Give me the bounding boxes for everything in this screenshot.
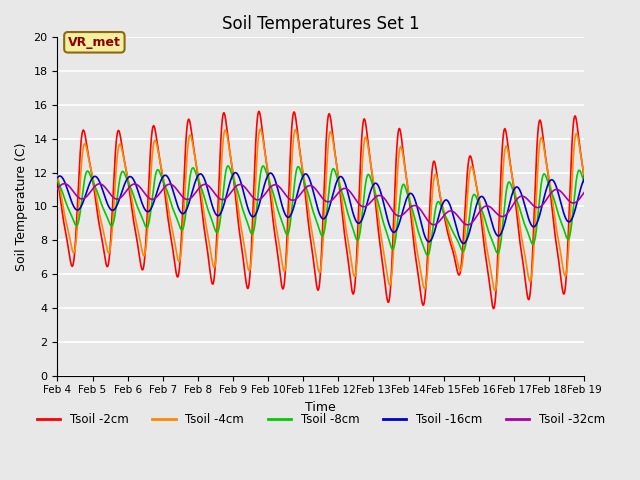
- Tsoil -4cm: [114, 152, 122, 157]
- Tsoil -32cm: [570, 200, 578, 206]
- Tsoil -2cm: [570, 115, 578, 121]
- Tsoil -2cm: [114, 130, 122, 135]
- Tsoil -2cm: [490, 306, 497, 312]
- Tsoil -16cm: [580, 176, 588, 182]
- Tsoil -8cm: [278, 220, 286, 226]
- Line: Tsoil -16cm: Tsoil -16cm: [58, 173, 584, 243]
- Tsoil -32cm: [145, 195, 153, 201]
- Tsoil -32cm: [61, 181, 68, 187]
- Tsoil -4cm: [580, 172, 588, 178]
- Tsoil -8cm: [256, 178, 264, 184]
- Tsoil -8cm: [424, 252, 431, 258]
- Tsoil -32cm: [54, 186, 61, 192]
- Tsoil -16cm: [513, 184, 521, 190]
- Tsoil -2cm: [145, 180, 152, 186]
- Tsoil -16cm: [278, 204, 286, 210]
- Tsoil -4cm: [145, 208, 152, 214]
- Line: Tsoil -32cm: Tsoil -32cm: [58, 184, 584, 225]
- Tsoil -32cm: [513, 196, 521, 202]
- Tsoil -16cm: [145, 208, 152, 214]
- Tsoil -4cm: [570, 143, 578, 149]
- Tsoil -4cm: [257, 126, 264, 132]
- Tsoil -16cm: [570, 210, 578, 216]
- Tsoil -32cm: [114, 196, 122, 202]
- Tsoil -2cm: [255, 108, 262, 114]
- Tsoil -4cm: [278, 262, 286, 268]
- Tsoil -4cm: [491, 288, 499, 294]
- Tsoil -2cm: [580, 176, 588, 181]
- Tsoil -16cm: [460, 240, 467, 246]
- Tsoil -32cm: [580, 190, 588, 195]
- Tsoil -16cm: [114, 201, 122, 207]
- Tsoil -8cm: [114, 192, 122, 198]
- Tsoil -2cm: [256, 109, 264, 115]
- Line: Tsoil -8cm: Tsoil -8cm: [58, 166, 584, 255]
- Tsoil -2cm: [54, 175, 61, 181]
- X-axis label: Time: Time: [305, 401, 336, 414]
- Title: Soil Temperatures Set 1: Soil Temperatures Set 1: [222, 15, 420, 33]
- Tsoil -16cm: [256, 201, 264, 206]
- Tsoil -32cm: [256, 196, 264, 202]
- Tsoil -16cm: [232, 170, 239, 176]
- Tsoil -32cm: [278, 188, 286, 193]
- Tsoil -8cm: [513, 199, 521, 204]
- Y-axis label: Soil Temperature (C): Soil Temperature (C): [15, 142, 28, 271]
- Tsoil -32cm: [464, 222, 472, 228]
- Tsoil -4cm: [255, 128, 263, 134]
- Tsoil -4cm: [54, 173, 61, 179]
- Tsoil -8cm: [54, 178, 61, 183]
- Tsoil -8cm: [145, 220, 152, 226]
- Tsoil -8cm: [580, 180, 588, 185]
- Tsoil -2cm: [278, 286, 286, 291]
- Tsoil -16cm: [54, 175, 61, 180]
- Tsoil -4cm: [513, 205, 521, 211]
- Legend: Tsoil -2cm, Tsoil -4cm, Tsoil -8cm, Tsoil -16cm, Tsoil -32cm: Tsoil -2cm, Tsoil -4cm, Tsoil -8cm, Tsoi…: [32, 408, 610, 431]
- Tsoil -8cm: [570, 196, 578, 202]
- Line: Tsoil -2cm: Tsoil -2cm: [58, 111, 584, 309]
- Line: Tsoil -4cm: Tsoil -4cm: [58, 129, 584, 291]
- Text: VR_met: VR_met: [68, 36, 121, 49]
- Tsoil -2cm: [513, 217, 521, 223]
- Tsoil -8cm: [224, 163, 232, 169]
